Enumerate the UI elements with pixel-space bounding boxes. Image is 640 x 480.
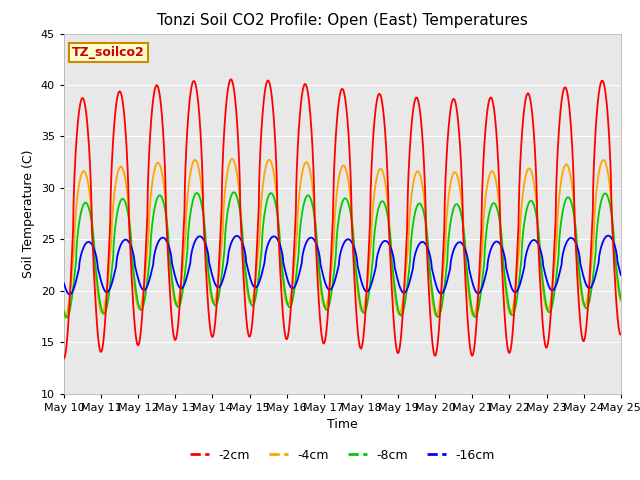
X-axis label: Time: Time <box>327 418 358 431</box>
Y-axis label: Soil Temperature (C): Soil Temperature (C) <box>22 149 35 278</box>
Text: TZ_soilco2: TZ_soilco2 <box>72 46 145 59</box>
Legend: -2cm, -4cm, -8cm, -16cm: -2cm, -4cm, -8cm, -16cm <box>185 444 500 467</box>
Title: Tonzi Soil CO2 Profile: Open (East) Temperatures: Tonzi Soil CO2 Profile: Open (East) Temp… <box>157 13 528 28</box>
